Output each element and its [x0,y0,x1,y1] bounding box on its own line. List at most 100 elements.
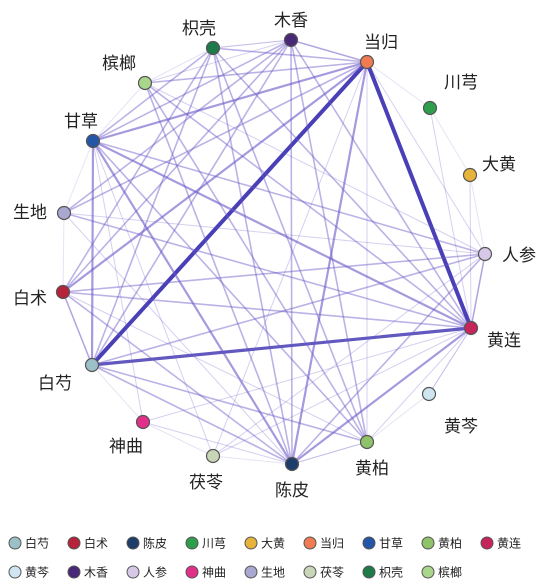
edge-danggui-shengdi [63,61,368,214]
rim-edge-fuling [142,421,214,457]
edge-shenqu-chenpi [142,421,293,465]
legend-label-huanglian: 黄连 [497,536,521,551]
rim-edge-danggui [366,61,431,109]
edge-zhiqiao-huanglian [212,47,472,329]
node-label-huangqin: 黄芩 [444,417,478,437]
edge-baizhu-huanglian [62,291,472,329]
legend-marker-chuanxiong [185,536,199,550]
legend-label-shenqu: 神曲 [202,566,226,580]
edge-baizhu-renshen [62,253,486,293]
node-danggui[interactable] [359,54,375,70]
rim-edge-huanglian [428,327,472,395]
node-dahuang[interactable] [462,167,478,183]
edge-zhiqiao-huangbai [212,47,368,443]
node-baishao[interactable] [84,357,100,373]
edge-chenpi-huanglian [290,326,473,466]
legend-marker-danggui [303,536,317,550]
edge-danggui-binglang [144,61,368,84]
edge-dahuang-huanglian [469,174,472,329]
legend-label-gancao: 甘草 [379,537,403,551]
edge-baizhu-chenpi [62,291,293,465]
legend-label-chenpi: 陈皮 [143,536,167,551]
legend-marker-gancao [362,536,376,550]
node-zhiqiao[interactable] [205,40,221,56]
rim-edge-gancao [92,82,146,142]
edge-gancao-huangbai [92,140,368,443]
edge-shengdi-renshen [63,212,486,255]
edge-fuling-huanglian [212,327,472,457]
rim-edge-shenqu [91,364,144,423]
node-huangbai[interactable] [359,434,375,450]
legend-marker-huangqin [8,565,22,579]
legend-label-shengdi: 生地 [261,566,285,580]
edge-danggui-gancao [91,60,369,143]
edge-baishao-chenpi [91,364,293,465]
legend-label-huangqin: 黄芩 [25,566,49,580]
edge-gancao-shenqu [92,140,144,423]
edge-danggui-muxiang [290,39,368,63]
edge-fuling-renshen [212,253,486,457]
legend-label-fuling: 茯苓 [320,566,344,580]
edge-chenpi-huangbai [291,441,368,465]
legend-marker-huangbai [421,536,435,550]
edge-huangqin-huanglian [428,327,472,395]
node-huanglian[interactable] [463,320,479,336]
edge-baishao-renshen [91,253,486,366]
node-gancao[interactable] [85,133,101,149]
node-label-baishao: 白芍 [38,374,72,394]
node-chuanxiong[interactable] [422,100,438,116]
edge-muxiang-huanglian [290,39,472,329]
edge-danggui-renshen [366,61,486,255]
edge-shengdi-huanglian [63,212,472,329]
edges-layer [61,39,486,466]
edge-binglang-renshen [144,82,486,255]
rim-edge-baishao [62,291,93,366]
rim-edge-chuanxiong [429,107,471,176]
edge-huangbai-huanglian [366,327,472,443]
edge-danggui-huanglian [365,60,473,330]
legend-marker-binglang [421,565,435,579]
edge-danggui-baishao [90,60,369,367]
node-fuling[interactable] [205,448,221,464]
node-label-shenqu: 神曲 [109,437,143,457]
node-shengdi[interactable] [56,205,72,221]
edge-gancao-muxiang [92,39,292,142]
node-shenqu[interactable] [135,414,151,430]
edge-danggui-zhiqiao [212,47,368,63]
edge-muxiang-zhiqiao [212,39,292,49]
edge-gancao-chenpi [91,139,294,466]
legend-marker-chenpi [126,536,140,550]
legend-marker-shengdi [244,565,258,579]
rim-edge-shengdi [63,140,94,214]
node-chenpi[interactable] [284,456,300,472]
node-binglang[interactable] [137,75,153,91]
edge-muxiang-binglang [144,39,292,84]
node-label-renshen: 人参 [502,246,536,266]
edge-baishao-huangbai [91,364,368,443]
legend-label-baizhu: 白术 [84,536,108,551]
rim-edge-baizhu [62,212,65,293]
edge-baishao-muxiang [91,39,292,366]
edge-muxiang-huangbai [290,39,368,443]
node-muxiang[interactable] [283,32,299,48]
legend-label-zhiqiao: 枳壳 [379,566,403,580]
node-renshen[interactable] [477,246,493,262]
edge-chenpi-zhiqiao [212,47,293,465]
node-label-chuanxiong: 川芎 [444,73,478,93]
edge-gancao-fuling [92,140,214,457]
edge-baizhu-baishao [62,291,93,366]
edge-gancao-huanglian [91,139,473,330]
node-baizhu[interactable] [55,284,71,300]
edge-gancao-renshen [92,140,486,255]
legend-label-muxiang: 木香 [84,566,108,580]
legend-marker-baizhu [67,536,81,550]
legend-marker-dahuang [244,536,258,550]
node-huangqin[interactable] [421,386,437,402]
node-label-gancao: 甘草 [64,112,98,132]
rim-edge-chenpi [212,455,293,465]
node-label-muxiang: 木香 [274,11,308,31]
edge-binglang-huanglian [144,82,472,329]
